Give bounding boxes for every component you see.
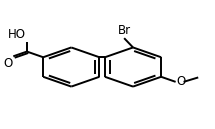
Text: HO: HO (8, 29, 26, 41)
Text: Br: Br (118, 24, 131, 37)
Text: O: O (176, 75, 185, 88)
Text: O: O (3, 57, 12, 70)
